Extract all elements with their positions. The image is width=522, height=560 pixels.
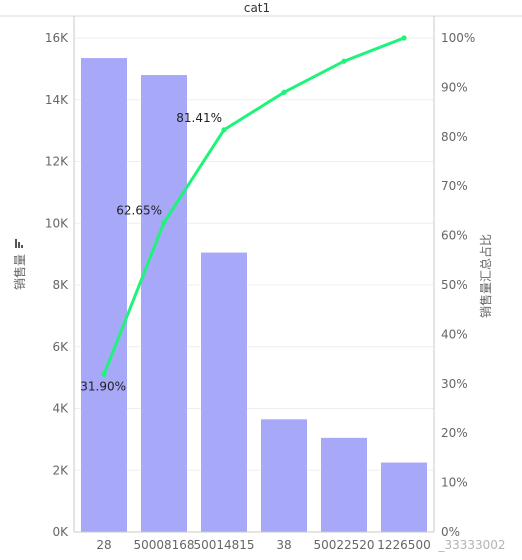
y-right-tick-label: 60% [441,229,468,243]
data-label: 62.65% [116,204,162,218]
y-right-tick-label: 40% [441,327,468,341]
x-tick-label: 1226500 [377,538,430,552]
y-right-tick-label: 50% [441,278,468,292]
line-point[interactable] [341,58,347,64]
y-left-tick-label: 14K [45,93,69,107]
y-left-axis-label: 销售量 [12,254,27,290]
bar[interactable] [201,252,247,533]
y-right-tick-label: 90% [441,80,468,94]
x-tick-label: 38 [276,538,291,552]
x-tick-label: 50008168 [133,538,194,552]
line-point[interactable] [221,127,227,133]
x-tick-label: 50014815 [193,538,254,552]
chart-header [0,0,522,16]
x-tick-label: 50022520 [313,538,374,552]
data-label: 31.90% [80,379,126,393]
line-point[interactable] [401,35,407,41]
line-point[interactable] [161,219,167,226]
y-left-tick-label: 4K [52,402,69,416]
data-label: 81.41% [176,111,222,125]
y-right-tick-label: 80% [441,130,468,144]
bar[interactable] [141,75,187,533]
y-left-tick-label: 6K [52,340,69,354]
y-left-tick-label: 2K [52,463,69,477]
y-right-ticks: 0% 10% 20% 30% 40% 50% 60% 70% 80% 90% 100% [441,31,475,539]
y-right-tick-label: 10% [441,476,468,490]
y-right-tick-label: 0% [441,525,460,539]
y-left-tick-label: 10K [45,216,69,230]
axes [73,16,435,533]
y-left-tick-label: 0K [52,525,69,539]
line-point[interactable] [281,89,287,95]
y-right-tick-label: 100% [441,31,475,45]
y-right-tick-label: 30% [441,377,468,391]
chart-title: cat1 [244,1,270,15]
watermark-text: _33333002 [437,538,505,552]
gridlines [74,37,434,471]
y-right-tick-label: 20% [441,426,468,440]
bar-series [81,58,427,533]
sort-descending-icon[interactable] [15,239,23,248]
bar[interactable] [321,437,367,532]
bar[interactable] [381,462,427,532]
cumulative-line-series: 31.90% 62.65% 81.41% [80,35,407,393]
y-right-tick-label: 70% [441,179,468,193]
y-left-tick-label: 16K [45,31,69,45]
line-point[interactable] [101,371,107,378]
y-left-ticks: 0K 2K 4K 6K 8K 10K 12K 14K 16K [45,31,69,539]
x-tick-label: 28 [96,538,111,552]
bar[interactable] [81,58,127,532]
y-right-axis-label: 销售量汇总占比 [478,234,493,318]
y-left-tick-label: 12K [45,155,69,169]
y-left-tick-label: 8K [52,278,69,292]
bar[interactable] [261,419,307,532]
cumulative-line [102,36,405,375]
